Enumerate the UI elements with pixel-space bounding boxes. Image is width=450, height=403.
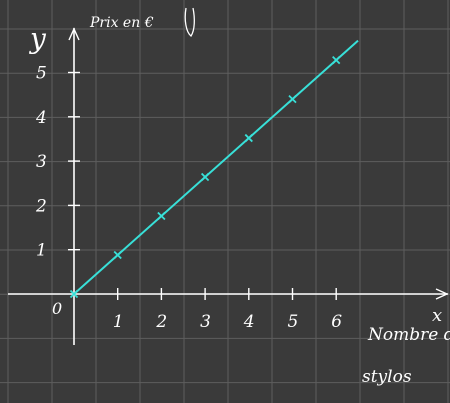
data-point <box>157 211 166 221</box>
data-point <box>288 94 297 104</box>
plot-area <box>69 39 359 299</box>
y-axis-note: Prix en € <box>89 15 154 31</box>
y-axis-label: y <box>28 22 47 55</box>
y-tick-label: 1 <box>36 241 47 261</box>
origin-label: 0 <box>52 299 62 318</box>
data-point <box>113 250 122 260</box>
x-axis-arrow <box>435 288 449 300</box>
x-tick-label: 2 <box>155 312 167 332</box>
y-tick-label: 4 <box>35 108 47 128</box>
x-tick-label: 3 <box>200 312 211 332</box>
x-axis-label: x <box>432 305 442 326</box>
handwriting-stroke <box>184 7 195 37</box>
y-tick-label: 3 <box>36 152 47 172</box>
ticks: 1 2 3 4 5 6 1 2 3 4 5 <box>35 64 342 333</box>
data-point <box>244 133 253 143</box>
data-point <box>332 55 341 65</box>
y-tick-label: 5 <box>36 64 47 84</box>
data-point <box>200 172 210 182</box>
x-tick-label: 5 <box>288 312 299 332</box>
x-tick-label: 1 <box>113 312 124 332</box>
x-axis-note-line1: Nombre de <box>367 325 450 345</box>
x-tick-label: 4 <box>243 312 255 332</box>
axes <box>8 27 449 345</box>
x-axis-note-line2: stylos <box>362 367 412 387</box>
y-tick-label: 2 <box>35 196 47 216</box>
data-point <box>69 289 79 299</box>
y-axis-arrow <box>68 27 80 41</box>
x-tick-label: 6 <box>331 312 342 332</box>
labels: y Prix en € x Nombre de stylos 0 <box>28 7 450 387</box>
